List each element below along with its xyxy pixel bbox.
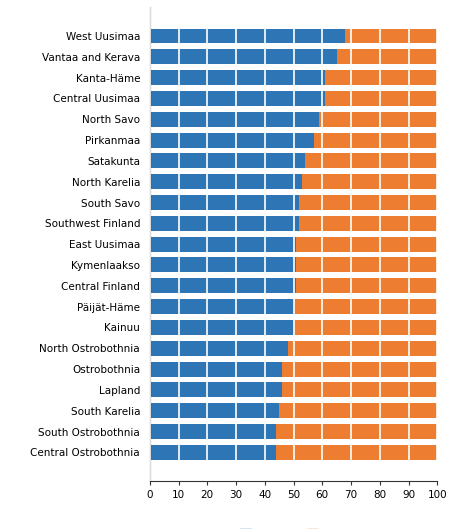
Bar — [299, 216, 437, 231]
Bar — [282, 382, 437, 397]
Bar — [150, 195, 299, 210]
Bar — [325, 91, 437, 106]
Bar — [150, 320, 294, 335]
Bar — [150, 29, 345, 43]
Bar — [150, 445, 276, 460]
Bar — [150, 153, 305, 168]
Bar — [150, 49, 337, 65]
Bar — [325, 70, 437, 85]
Bar — [150, 278, 296, 293]
Bar — [150, 258, 296, 272]
Bar — [150, 361, 282, 377]
Bar — [150, 424, 276, 439]
Bar — [150, 91, 325, 106]
Bar — [279, 403, 437, 418]
Bar — [282, 361, 437, 377]
Bar — [150, 403, 279, 418]
Bar — [150, 112, 320, 127]
Bar — [320, 112, 437, 127]
Bar — [276, 445, 437, 460]
Bar — [294, 299, 437, 314]
Bar — [150, 299, 294, 314]
Bar — [150, 70, 325, 85]
Bar — [150, 174, 302, 189]
Bar — [296, 278, 437, 293]
Bar — [150, 133, 314, 148]
Bar — [345, 29, 437, 43]
Bar — [150, 341, 288, 355]
Bar — [150, 216, 299, 231]
Bar — [294, 320, 437, 335]
Bar — [150, 236, 296, 252]
Bar — [314, 133, 437, 148]
Bar — [299, 195, 437, 210]
Bar — [288, 341, 437, 355]
Bar — [150, 382, 282, 397]
Bar — [337, 49, 437, 65]
Bar — [296, 258, 437, 272]
Bar — [296, 236, 437, 252]
Legend: Women, Men: Women, Men — [235, 525, 352, 529]
Bar — [302, 174, 437, 189]
Bar — [305, 153, 437, 168]
Bar — [276, 424, 437, 439]
